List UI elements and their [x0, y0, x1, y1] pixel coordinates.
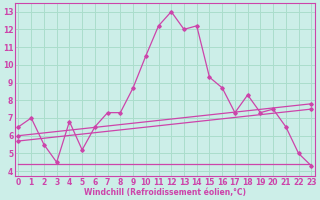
X-axis label: Windchill (Refroidissement éolien,°C): Windchill (Refroidissement éolien,°C): [84, 188, 246, 197]
